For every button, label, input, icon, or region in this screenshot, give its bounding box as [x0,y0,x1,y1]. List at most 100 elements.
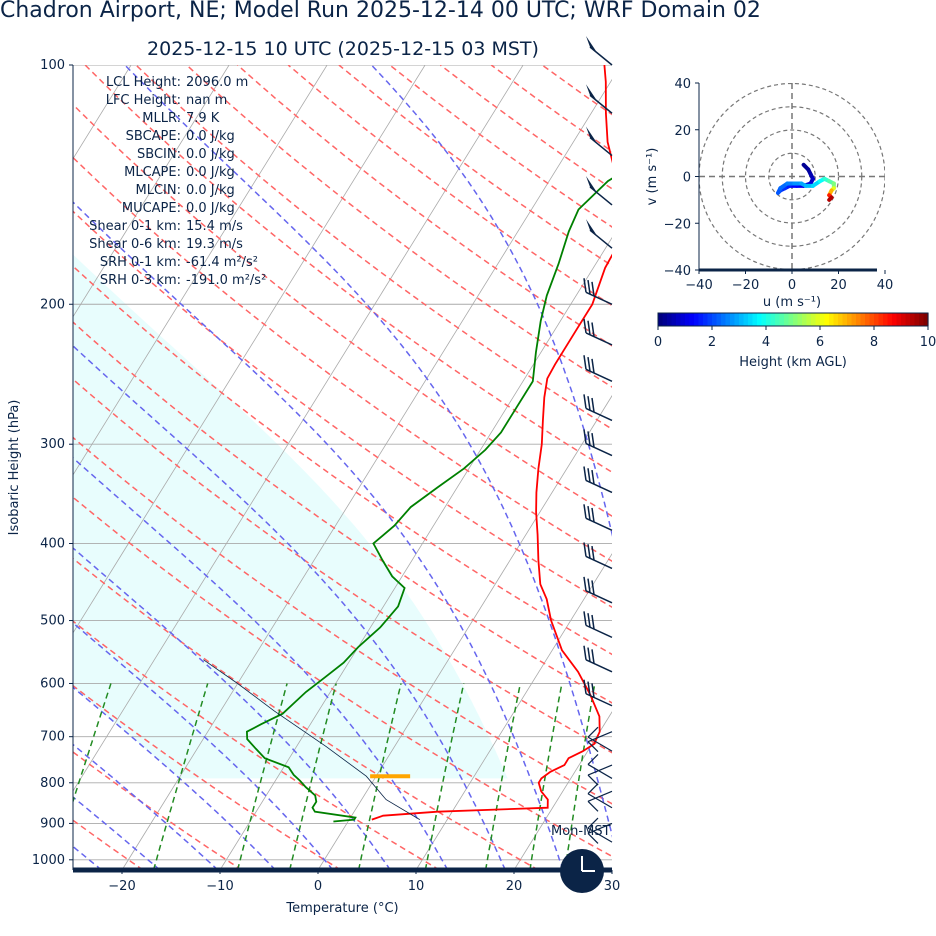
parcel-profile [203,659,421,820]
y-tick-label: 100 [40,58,65,73]
colorbar-swatch [865,313,871,326]
colorbar-swatch [725,313,731,326]
dry-adiabat [84,65,612,473]
wind-barb [583,645,613,673]
mixing-ratio-line [484,683,522,870]
stat-value: 7.9 K [186,111,220,126]
colorbar-swatch [770,313,776,326]
stat-label: MUCAPE: [122,201,181,216]
colorbar-swatch [806,313,812,326]
wind-barb [587,754,613,779]
colorbar-swatch [860,313,866,326]
colorbar-swatch [896,313,902,326]
stat-label: SBCIN: [137,147,181,162]
dry-adiabat [73,684,342,870]
stat-value: 15.4 m/s [186,219,243,234]
colorbar-tick-label: 2 [708,335,716,350]
dry-adiabat [73,557,539,870]
hodograph-area [699,83,885,270]
wind-barb [587,790,613,812]
isotherm [73,65,328,476]
y-tick-label: 300 [40,437,65,452]
dry-adiabat [490,65,612,153]
x-tick-label: 0 [314,879,322,894]
colorbar-swatch [712,313,718,326]
moist-adiabat [73,743,219,870]
stat-label: MLCAPE: [124,165,181,180]
cloud-shade [73,254,508,779]
y-tick-label: 800 [40,776,65,791]
wind-barb [587,726,613,752]
dry-adiabat [73,103,612,517]
mixing-ratio-line [424,683,465,870]
moist-adiabat [73,686,277,870]
colorbar-swatch [694,313,700,326]
colorbar-swatch [874,313,880,326]
moist-adiabat [124,65,612,838]
mixing-ratio-line [564,683,596,870]
colorbar-swatch [752,313,758,326]
wind-barb [586,219,613,249]
colorbar-tick-label: 8 [870,335,878,350]
colorbar-swatch [730,313,736,326]
y-tick-label: 600 [40,676,65,691]
isotherm [121,78,612,870]
stat-value: -61.4 m²/s² [186,255,258,270]
stat-label: LFC Height: [106,93,181,108]
stat-label: Shear 0-6 km: [89,237,181,252]
wind-barb [583,355,613,382]
isotherm [73,65,230,318]
colorbar-tick-label: 10 [920,335,936,350]
wind-barb [583,542,613,570]
hodograph-y-tick-label: 20 [674,124,691,139]
skewt-axes: 100 200 300 400 500 600 700 800 900 1000 −20 −10 0 10… [7,58,620,916]
colorbar-swatch [905,313,911,326]
stat-value: 2096.0 m [186,75,248,90]
hodograph-y-label: v (m s⁻¹) [645,148,660,206]
y-tick-label: 500 [40,614,65,629]
hodograph-x-tick-label: −40 [685,278,712,293]
colorbar-swatch [689,313,695,326]
colorbar-swatch [779,313,785,326]
colorbar-swatch [658,313,664,326]
isotherm [73,65,524,792]
moist-adiabat [73,547,391,870]
colorbar-swatch [743,313,749,326]
wind-barb [583,318,613,346]
stats-panel: LCL Height: 2096.0 m LFC Height: nan m M… [89,75,266,288]
colorbar-swatch [838,313,844,326]
moist-adiabat [73,344,506,870]
colorbar-swatch [847,313,853,326]
stat-label: MLLR: [142,111,181,126]
colorbar-swatch [788,313,794,326]
colorbar-swatch [761,313,767,326]
skewt-lines [73,65,612,870]
moist-adiabat [370,65,612,537]
hodograph-x-label: u (m s⁻¹) [763,295,821,310]
colorbar-swatch [739,313,745,326]
colorbar-swatch [856,313,862,326]
stat-value: nan m [186,93,227,108]
stat-label: SRH 0-3 km: [100,273,181,288]
x-tick-label: −20 [108,879,135,894]
colorbar-swatch [685,313,691,326]
colorbar-swatch [797,313,803,326]
colorbar-swatch [734,313,740,326]
mixing-ratio-line [357,683,402,870]
colorbar-swatch [784,313,790,326]
wind-barb [587,822,613,844]
stat-label: Shear 0-1 km: [89,219,181,234]
dry-adiabat [73,265,612,656]
y-tick-label: 400 [40,537,65,552]
colorbar-swatch [878,313,884,326]
isotherm [317,395,612,870]
page-subtitle: 2025-12-15 10 UTC (2025-12-15 03 MST) [147,38,539,60]
wind-barb [583,278,613,305]
colorbar-swatch [716,313,722,326]
wind-barb [586,84,613,114]
colorbar-swatch [869,313,875,326]
isotherm [73,65,426,634]
colorbar-swatch [887,313,893,326]
mixing-ratio-line [73,683,112,804]
